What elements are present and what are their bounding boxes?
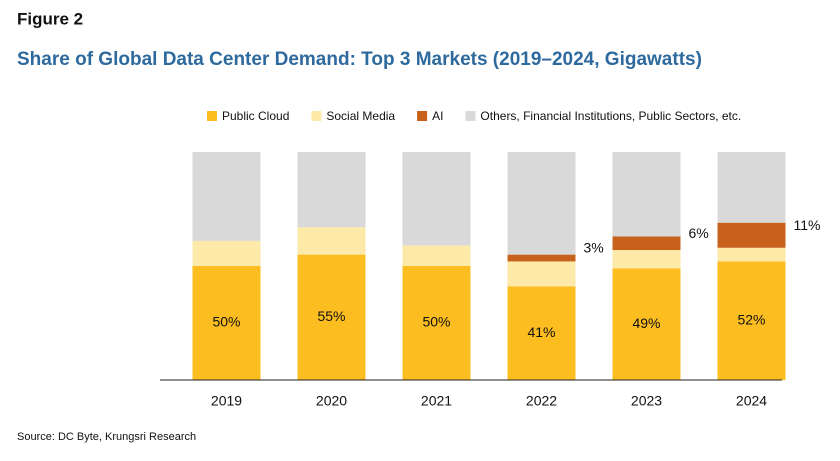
bar-segment [717,261,786,380]
bar-segment [612,152,681,237]
value-label: 49% [632,315,660,331]
chart-title: Share of Global Data Center Demand: Top … [17,49,702,70]
bar-segment [297,152,366,228]
legend-label: AI [432,109,443,123]
bar-segment [192,152,261,241]
value-label: 41% [527,324,555,340]
value-label: 50% [212,314,240,330]
legend-label: Social Media [326,109,395,123]
figure-label: Figure 2 [17,9,83,28]
bar-segment [297,254,366,380]
value-label: 3% [584,240,604,256]
x-tick-label: 2023 [631,393,662,409]
bar-segment [402,152,471,246]
value-label: 50% [422,314,450,330]
bar-segment [192,240,261,266]
bar-segment [717,152,786,223]
x-tick-label: 2024 [736,393,767,409]
value-label: 11% [794,217,821,233]
bar-segment [507,261,576,287]
value-label: 6% [689,225,709,241]
legend-label: Others, Financial Institutions, Public S… [480,109,741,123]
bar-segment [717,247,786,262]
value-label: 52% [737,311,765,327]
bar-segment [402,245,471,266]
bar-segment [192,266,261,380]
legend-swatch [207,111,217,121]
bar-segment [612,250,681,269]
bar-segment [612,236,681,251]
x-tick-label: 2022 [526,393,557,409]
source: Source: DC Byte, Krungsri Research [17,431,196,443]
x-tick-label: 2020 [316,393,347,409]
legend-swatch [465,111,476,121]
bar-segment [402,266,471,380]
bar-segment [717,222,786,248]
bar-segment [297,227,366,255]
legend-swatch [417,111,428,121]
legend-label: Public Cloud [222,109,289,123]
x-tick-label: 2021 [421,393,452,409]
bar-segment [507,286,576,380]
bar-segment [507,152,576,255]
bar-segment [612,268,681,380]
value-label: 55% [317,308,345,324]
x-tick-label: 2019 [211,393,242,409]
bar-segment [507,254,576,262]
legend-swatch [311,111,322,121]
